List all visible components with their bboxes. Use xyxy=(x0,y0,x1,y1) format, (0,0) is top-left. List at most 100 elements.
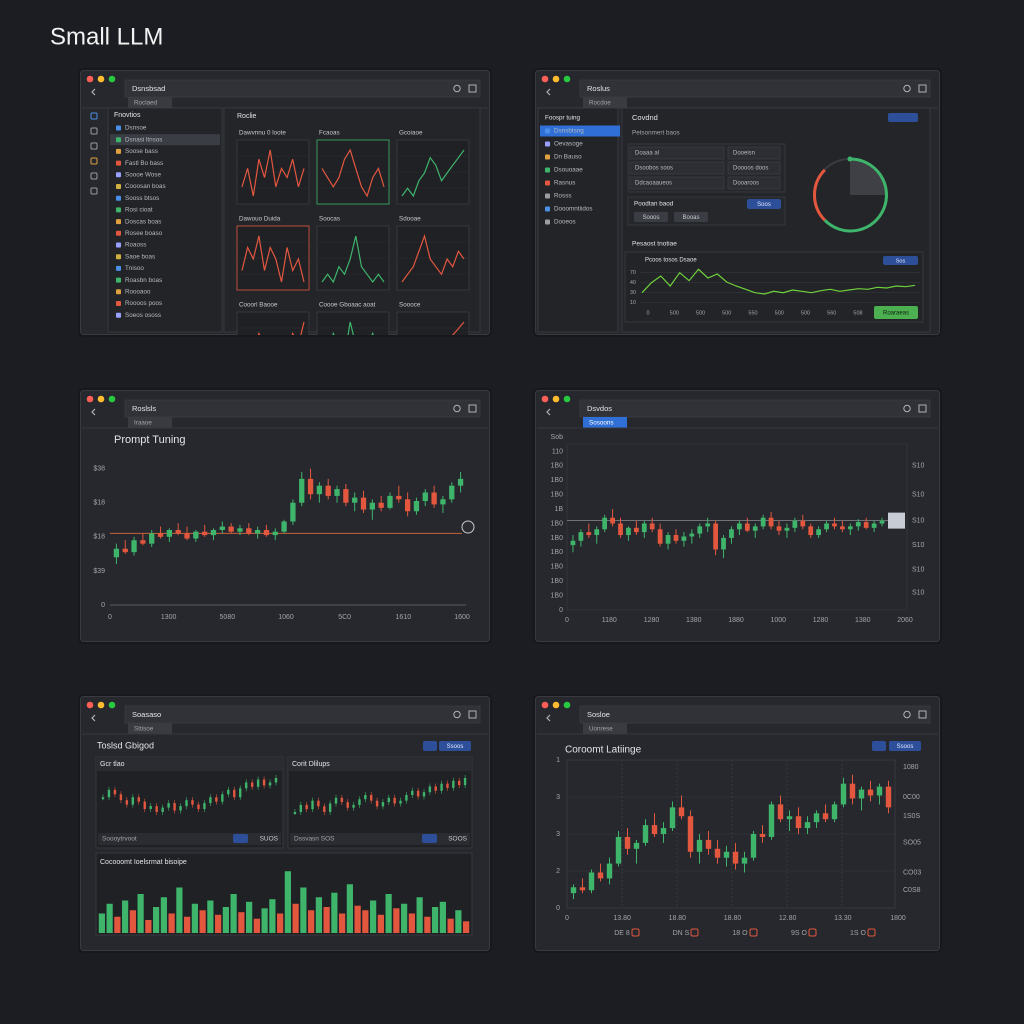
toolbar-button[interactable]: Ssoos xyxy=(889,741,921,751)
window-control[interactable] xyxy=(563,395,571,403)
chart-button-bg[interactable] xyxy=(883,256,918,265)
menu-icon[interactable] xyxy=(918,710,927,719)
y-tick-label: S10 xyxy=(912,463,925,470)
candle-body xyxy=(570,887,577,894)
toolbar-button[interactable]: Ssoos xyxy=(439,741,471,751)
candle-body xyxy=(624,836,631,849)
tab[interactable] xyxy=(128,417,172,428)
tab[interactable] xyxy=(583,723,627,734)
search-icon[interactable] xyxy=(453,404,461,413)
tab[interactable] xyxy=(128,97,172,108)
back-icon[interactable] xyxy=(91,714,96,722)
window-control[interactable] xyxy=(108,395,116,403)
candle-body xyxy=(615,836,622,864)
candle-body xyxy=(334,489,340,496)
candle-body xyxy=(665,535,671,544)
x-tick-label: 560 xyxy=(827,310,836,316)
window-control[interactable] xyxy=(563,701,571,709)
candle-body xyxy=(307,478,314,495)
window-control[interactable] xyxy=(541,75,549,83)
window-title: Dsnsbsad xyxy=(132,84,165,93)
window-control[interactable] xyxy=(541,701,549,709)
menu-icon[interactable] xyxy=(468,84,477,93)
menu-icon[interactable] xyxy=(468,404,477,413)
toolbar-button-bg[interactable] xyxy=(889,741,921,751)
candle-body xyxy=(413,501,420,512)
window-control[interactable] xyxy=(97,75,105,83)
panel-button-icon[interactable] xyxy=(422,834,437,843)
candle-body xyxy=(440,499,446,505)
window-control[interactable] xyxy=(86,395,94,403)
search-icon[interactable] xyxy=(903,404,911,413)
window-control[interactable] xyxy=(108,75,116,83)
toolbar-icon[interactable] xyxy=(872,741,886,751)
back-icon[interactable] xyxy=(91,88,96,96)
bar xyxy=(98,913,105,933)
y-tick-label: CO03 xyxy=(903,869,921,876)
mini-candle xyxy=(364,795,367,800)
option-button[interactable]: Sooos xyxy=(634,212,668,222)
window-control[interactable] xyxy=(563,75,571,83)
header-button[interactable] xyxy=(888,113,918,122)
option-button[interactable]: Booas xyxy=(674,212,708,222)
sparkline xyxy=(321,321,385,335)
menu-icon[interactable] xyxy=(468,710,477,719)
bar xyxy=(145,920,152,933)
bar xyxy=(439,901,446,933)
search-icon[interactable] xyxy=(453,710,461,719)
y-tick-label: S10 xyxy=(912,590,925,597)
window-control[interactable] xyxy=(86,75,94,83)
window-control[interactable] xyxy=(97,395,105,403)
heading: Prompt Tuning xyxy=(114,434,186,446)
candle-body xyxy=(795,816,802,829)
toolbar-icon[interactable] xyxy=(423,741,437,751)
mini-candle xyxy=(197,804,200,810)
price-tag xyxy=(888,512,905,529)
menu-icon[interactable] xyxy=(918,84,927,93)
mini-candle xyxy=(244,782,248,789)
candle-body xyxy=(649,523,655,530)
form-button-bg[interactable] xyxy=(747,199,781,209)
back-icon[interactable] xyxy=(546,714,551,722)
x-tick-label: 0 xyxy=(565,617,569,624)
action-button-bg[interactable] xyxy=(874,306,918,319)
mini-candle xyxy=(233,789,236,798)
window-control[interactable] xyxy=(552,75,560,83)
window-control[interactable] xyxy=(86,701,94,709)
x-tick-label: 13.30 xyxy=(834,915,852,922)
field-label: Dooeisn xyxy=(733,151,755,157)
back-icon[interactable] xyxy=(91,408,96,416)
tab[interactable] xyxy=(128,723,172,734)
candle-body xyxy=(149,533,155,544)
action-button[interactable]: Roaraeas xyxy=(874,306,918,319)
window-control[interactable] xyxy=(97,701,105,709)
panel-button-icon[interactable] xyxy=(233,834,248,843)
window-control[interactable] xyxy=(552,395,560,403)
candle-body xyxy=(281,521,287,532)
back-icon[interactable] xyxy=(546,88,551,96)
form-button[interactable]: Soos xyxy=(747,199,781,209)
search-icon[interactable] xyxy=(453,84,461,93)
candle-body xyxy=(618,523,623,536)
window-control[interactable] xyxy=(541,395,549,403)
search-icon[interactable] xyxy=(903,710,911,719)
candle-body xyxy=(237,528,243,532)
menu-icon[interactable] xyxy=(918,404,927,413)
toolbar-button-bg[interactable] xyxy=(439,741,471,751)
sparkline xyxy=(401,321,465,335)
tab[interactable] xyxy=(583,417,627,428)
window-title: Roslus xyxy=(587,84,610,93)
y-tick-label: Sob xyxy=(551,434,564,441)
candle-body xyxy=(378,502,384,508)
back-icon[interactable] xyxy=(546,408,551,416)
window-control[interactable] xyxy=(552,701,560,709)
bar xyxy=(315,897,322,933)
tab[interactable] xyxy=(583,97,627,108)
option-button-bg[interactable] xyxy=(634,212,668,222)
window-control[interactable] xyxy=(108,701,116,709)
search-icon[interactable] xyxy=(903,84,911,93)
sub-label: 1S O xyxy=(850,930,867,937)
nav-icon xyxy=(90,172,98,180)
chart-button[interactable]: Sos xyxy=(883,256,918,265)
option-button-bg[interactable] xyxy=(674,212,708,222)
